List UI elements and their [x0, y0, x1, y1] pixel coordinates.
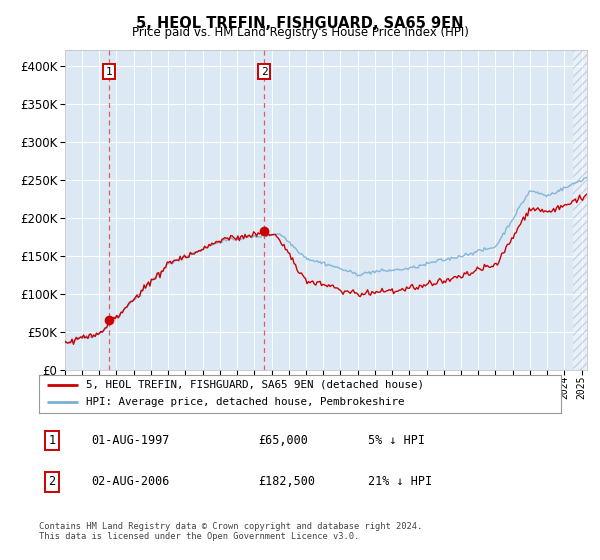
Text: 2: 2: [261, 67, 268, 77]
Text: £182,500: £182,500: [258, 475, 315, 488]
Bar: [573, 50, 590, 370]
Text: Price paid vs. HM Land Registry's House Price Index (HPI): Price paid vs. HM Land Registry's House …: [131, 26, 469, 39]
Text: 21% ↓ HPI: 21% ↓ HPI: [368, 475, 432, 488]
Text: 5, HEOL TREFIN, FISHGUARD, SA65 9EN (detached house): 5, HEOL TREFIN, FISHGUARD, SA65 9EN (det…: [86, 380, 424, 390]
Text: 02-AUG-2006: 02-AUG-2006: [91, 475, 170, 488]
Text: £65,000: £65,000: [258, 434, 308, 447]
Text: HPI: Average price, detached house, Pembrokeshire: HPI: Average price, detached house, Pemb…: [86, 398, 404, 408]
Text: 5% ↓ HPI: 5% ↓ HPI: [368, 434, 425, 447]
Text: 5, HEOL TREFIN, FISHGUARD, SA65 9EN: 5, HEOL TREFIN, FISHGUARD, SA65 9EN: [136, 16, 464, 31]
Text: 1: 1: [49, 434, 56, 447]
Text: 01-AUG-1997: 01-AUG-1997: [91, 434, 170, 447]
Text: 1: 1: [106, 67, 113, 77]
Text: 2: 2: [49, 475, 56, 488]
Text: Contains HM Land Registry data © Crown copyright and database right 2024.
This d: Contains HM Land Registry data © Crown c…: [39, 522, 422, 542]
